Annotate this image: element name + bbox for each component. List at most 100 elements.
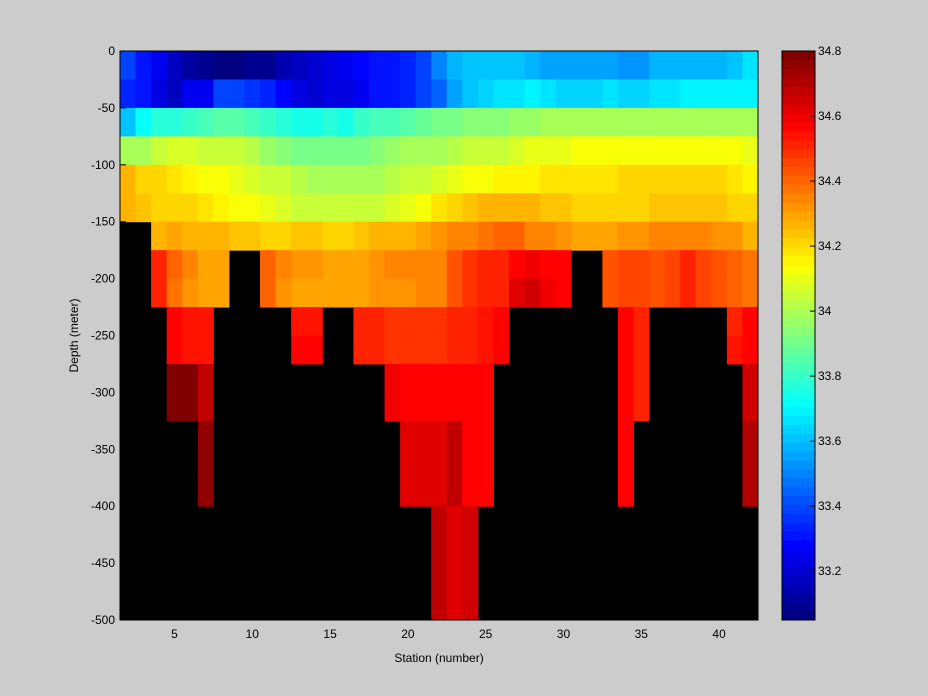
heatmap-cell	[431, 221, 448, 251]
heatmap-cell	[244, 107, 261, 137]
heatmap-cell	[384, 363, 401, 393]
heatmap-cell	[228, 164, 245, 194]
heatmap-cell	[664, 193, 681, 223]
colorbar-level	[782, 148, 815, 159]
heatmap-cell	[228, 136, 245, 166]
heatmap-cell	[415, 477, 432, 507]
heatmap-cell	[197, 335, 214, 365]
heatmap-cell	[446, 506, 463, 536]
heatmap-cell	[493, 278, 510, 308]
heatmap-cell	[244, 221, 261, 251]
heatmap-cell	[384, 307, 401, 336]
y-tick-label: -150	[91, 215, 115, 229]
heatmap-cell	[306, 136, 323, 166]
heatmap-cell	[680, 164, 697, 194]
heatmap-cell	[275, 107, 292, 137]
heatmap-cell	[462, 363, 479, 393]
y-tick: -50	[98, 101, 126, 115]
y-tick-label: -400	[91, 499, 115, 513]
heatmap-cell	[633, 79, 650, 109]
heatmap-cell	[524, 250, 541, 280]
heatmap-cell	[197, 363, 214, 393]
heatmap-cell	[695, 278, 712, 308]
heatmap-cell	[680, 193, 697, 223]
heatmap-cell	[244, 79, 261, 109]
heatmap-cell	[415, 107, 432, 137]
colorbar-tick-label: 33.8	[818, 369, 842, 383]
heatmap-cell	[446, 221, 463, 251]
colorbar-level	[782, 584, 815, 594]
heatmap-cell	[306, 250, 323, 280]
heatmap-cell	[213, 221, 230, 251]
heatmap-cell	[649, 51, 666, 80]
heatmap-cell	[182, 307, 199, 336]
heatmap-cell	[431, 136, 448, 166]
colorbar-level	[782, 86, 815, 96]
heatmap-cell	[337, 221, 354, 251]
heatmap-cell	[446, 51, 463, 80]
x-tick-label: 40	[712, 627, 726, 641]
heatmap-cell	[368, 164, 386, 194]
heatmap-cell	[353, 51, 370, 80]
heatmap-cell	[555, 221, 572, 251]
heatmap-cell	[197, 392, 214, 422]
heatmap-cell	[617, 335, 635, 365]
heatmap-cell	[540, 79, 557, 109]
heatmap-cell	[617, 221, 635, 251]
heatmap-cell	[275, 221, 292, 251]
colorbar-level	[782, 486, 815, 497]
colorbar-level	[782, 504, 815, 514]
heatmap-cell	[586, 51, 603, 80]
colorbar-level	[782, 308, 815, 319]
heatmap-cell	[633, 107, 650, 137]
heatmap-cell	[151, 107, 168, 137]
heatmap-cell	[228, 107, 245, 137]
heatmap-cell	[337, 51, 354, 80]
colorbar-level	[782, 575, 815, 585]
heatmap-cell	[431, 563, 448, 593]
colorbar-level	[782, 246, 815, 256]
heatmap-cell	[695, 79, 712, 109]
heatmap-cell	[151, 221, 168, 251]
colorbar-tick: 33.4	[810, 499, 842, 513]
heatmap-cell	[431, 449, 448, 479]
colorbar-level	[782, 495, 815, 505]
colorbar-level	[782, 317, 815, 328]
heatmap-cell	[586, 193, 603, 223]
heatmap-cell	[493, 307, 510, 336]
heatmap-cell	[431, 477, 448, 507]
colorbar-level	[782, 379, 815, 390]
heatmap-cell	[291, 51, 308, 80]
heatmap-cell	[368, 79, 386, 109]
heatmap-cell	[524, 107, 541, 137]
heatmap-cell	[477, 278, 494, 308]
heatmap-cell	[197, 221, 214, 251]
heatmap-cell	[711, 278, 728, 308]
heatmap-cell	[151, 250, 168, 280]
y-tick: 0	[108, 44, 126, 58]
heatmap-cell	[275, 193, 292, 223]
heatmap-cell	[353, 335, 370, 365]
heatmap-cell	[571, 193, 588, 223]
colorbar-level	[782, 59, 815, 70]
heatmap-cell	[182, 221, 199, 251]
heatmap-cell	[400, 193, 417, 223]
heatmap-cell	[462, 250, 479, 280]
heatmap-cell	[664, 107, 681, 137]
colorbar-level	[782, 362, 815, 372]
heatmap-cell	[353, 278, 370, 308]
heatmap-cell	[540, 164, 557, 194]
heatmap-cell	[400, 363, 417, 393]
heatmap-cell	[166, 392, 183, 422]
heatmap-cell	[431, 420, 448, 450]
colorbar-tick: 33.8	[810, 369, 842, 383]
colorbar-tick: 34.6	[810, 109, 842, 123]
x-axis-label: Station (number)	[394, 651, 483, 665]
colorbar-tick-label: 34.2	[818, 239, 842, 253]
colorbar-level	[782, 371, 815, 381]
x-tick-label: 10	[246, 627, 260, 641]
heatmap-cell	[197, 107, 214, 137]
heatmap-cell	[182, 363, 199, 393]
heatmap-cell	[664, 250, 681, 280]
heatmap-cell	[431, 164, 448, 194]
